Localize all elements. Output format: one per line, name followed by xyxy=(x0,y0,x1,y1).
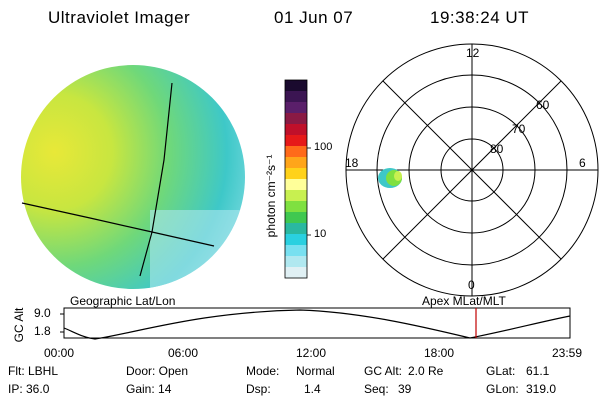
latitude-line xyxy=(21,202,215,247)
timeline-ytick-9: 9.0 xyxy=(34,306,51,320)
status-glat-label: GLat: xyxy=(486,364,516,378)
mlt-label-12: 12 xyxy=(466,46,480,60)
xtick-0600: 06:00 xyxy=(168,346,199,360)
colorbar-cell xyxy=(285,157,307,169)
colorbar-cell xyxy=(285,212,307,224)
colorbar-cell xyxy=(285,146,307,158)
instrument-title: Ultraviolet Imager xyxy=(48,8,191,27)
time-label: 19:38:24 UT xyxy=(430,8,530,27)
colorbar-cell xyxy=(285,113,307,125)
colorbar-cell xyxy=(285,190,307,202)
colorbar-cell xyxy=(285,91,307,103)
status-dsp-label: Dsp: xyxy=(246,382,271,396)
status-mode-value: Normal xyxy=(296,364,335,378)
colorbar-cell xyxy=(285,102,307,114)
xtick-2359: 23:59 xyxy=(552,346,583,360)
status-gc-alt-label: GC Alt: xyxy=(364,364,403,378)
mlt-label-6: 6 xyxy=(579,156,586,170)
lat-label-60: 60 xyxy=(536,98,550,112)
status-gc-alt-value: 2.0 Re xyxy=(408,364,444,378)
colorbar-cell xyxy=(285,267,307,279)
timeline-ytick-1.8: 1.8 xyxy=(34,324,51,338)
colorbar-cell xyxy=(285,245,307,257)
timeline-title-right: Apex MLat/MLT xyxy=(422,294,506,308)
lat-label-70: 70 xyxy=(512,122,526,136)
status-gain: Gain: 14 xyxy=(126,382,172,396)
status-mode-label: Mode: xyxy=(246,364,280,378)
status-seq-label: Seq: xyxy=(364,382,389,396)
colorbar-cell xyxy=(285,135,307,147)
colorbar-cell xyxy=(285,234,307,246)
lat-label-80: 80 xyxy=(490,142,504,156)
aurora-blob xyxy=(378,168,402,188)
colorbar-tick-100: 100 xyxy=(314,141,333,153)
status-door: Door: Open xyxy=(126,364,189,378)
status-filter: Flt: LBHL xyxy=(8,364,59,378)
status-glon-value: 319.0 xyxy=(526,382,557,396)
status-ip: IP: 36.0 xyxy=(8,382,50,396)
status-glon-label: GLon: xyxy=(486,382,519,396)
xtick-1200: 12:00 xyxy=(296,346,327,360)
colorbar-tick-10: 10 xyxy=(314,228,327,240)
colorbar-cell xyxy=(285,201,307,213)
status-glat-value: 61.1 xyxy=(526,364,550,378)
xtick-1800: 18:00 xyxy=(424,346,455,360)
colorbar-cell xyxy=(285,80,307,92)
mlt-label-0: 0 xyxy=(468,278,475,292)
colorbar xyxy=(284,79,311,279)
status-seq-value: 39 xyxy=(398,382,412,396)
colorbar-cell xyxy=(285,223,307,235)
timeline-title-left: Geographic Lat/Lon xyxy=(70,294,176,308)
status-dsp-value: 1.4 xyxy=(304,382,321,396)
mlt-label-18: 18 xyxy=(345,156,359,170)
colorbar-cell xyxy=(285,168,307,180)
longitude-line xyxy=(139,82,173,277)
xtick-0000: 00:00 xyxy=(44,346,75,360)
altitude-curve xyxy=(63,309,571,340)
date-label: 01 Jun 07 xyxy=(274,8,354,27)
colorbar-cell xyxy=(285,179,307,191)
colorbar-cell xyxy=(285,256,307,268)
colorbar-cell xyxy=(285,124,307,136)
